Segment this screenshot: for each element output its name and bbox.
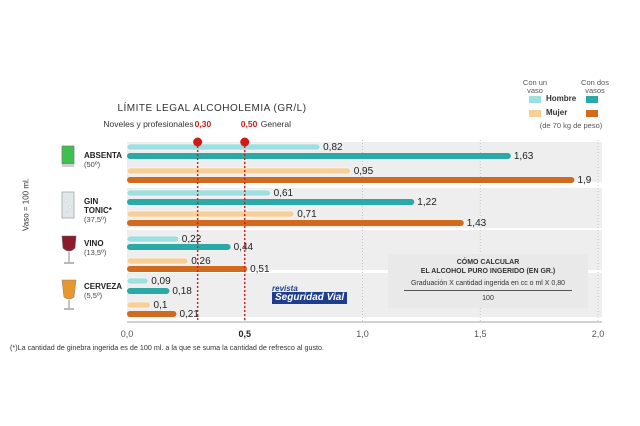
bar: [127, 153, 511, 159]
tick-label: 1,5: [474, 329, 487, 339]
logo-seguridad-vial: Seguridad Vial: [272, 292, 348, 304]
glass-body: [61, 191, 75, 219]
data-label: 0,09: [151, 276, 171, 287]
glass-bowl: [61, 235, 77, 252]
drink-name: CERVEZA: [84, 282, 122, 291]
bar: [126, 143, 321, 151]
data-label: 1,63: [514, 151, 534, 162]
threshold-label-value: 0,30: [195, 119, 212, 129]
drink-degree: (13,5º): [84, 248, 107, 257]
bubble: [64, 198, 68, 202]
data-label: 0,82: [323, 142, 343, 153]
legend-col1-header: Con un vaso: [522, 78, 548, 95]
legend-hombre-one: [529, 96, 541, 103]
data-label: 0,95: [354, 166, 374, 177]
glass-body: [61, 145, 75, 165]
bar: [126, 301, 151, 309]
thresholds: Noveles y profesionales 0,30 0,50 General: [103, 119, 291, 322]
drink-name: VINO: [84, 239, 104, 248]
drink-name: GIN: [84, 197, 98, 206]
drink-icons: [61, 145, 77, 310]
wine-glass-icon: [61, 235, 77, 264]
threshold-label-text: General: [261, 119, 291, 129]
chart-title: LÍMITE LEGAL ALCOHOLEMIA (GR/L): [117, 101, 306, 114]
formula-box: CÓMO CALCULAR EL ALCOHOL PURO INGERIDO (…: [388, 254, 588, 308]
formula-title-1: CÓMO CALCULAR: [456, 259, 520, 266]
legend-mujer-one: [529, 110, 541, 117]
legend-hombre-two: [586, 96, 598, 103]
data-label: 0,61: [274, 188, 294, 199]
x-axis: 0,0 0,5 1,0 1,5 2,0: [121, 321, 605, 339]
bar: [127, 288, 170, 294]
drink-degree: (5,5º): [84, 291, 103, 300]
bar: [126, 257, 189, 265]
labels: 0,82 1,63 0,95 1,9 ABSENTA(50º) 0,61 1,22 0,71 1…: [84, 142, 592, 320]
formula-fraction-line: [404, 290, 572, 291]
drink-name: ABSENTA: [84, 151, 122, 160]
data-label: 0,1: [154, 300, 168, 311]
threshold-label-value: 0,50: [241, 119, 258, 129]
footnote: (*)La cantidad de ginebra ingerida es de…: [10, 343, 325, 352]
logo-revista: revista: [272, 284, 298, 293]
legend-mujer-label: Mujer: [546, 108, 568, 117]
bar: [126, 189, 271, 197]
threshold-pin: [193, 137, 203, 147]
data-label: 1,9: [577, 175, 591, 186]
gin-tonic-glass-icon: [61, 191, 75, 219]
data-label: 0,21: [179, 309, 199, 320]
bar: [127, 177, 575, 183]
data-label: 1,22: [417, 197, 437, 208]
bubble: [65, 210, 69, 214]
tick-label: 0,0: [121, 329, 134, 339]
bar: [127, 266, 248, 272]
glass-bowl: [61, 279, 77, 300]
bar: [127, 311, 177, 317]
drink-name: TONIC*: [84, 206, 113, 215]
bar: [127, 244, 231, 250]
formula-numerator: Graduación X cantidad ingerida en cc o m…: [410, 280, 566, 287]
legend-mujer-two: [586, 110, 598, 117]
data-label: 0,44: [234, 242, 254, 253]
bar: [127, 220, 464, 226]
formula-denominator: 100: [482, 295, 494, 302]
threshold-label-text: Noveles y profesionales: [103, 119, 193, 129]
bubble: [68, 205, 72, 209]
absinthe-glass-icon: [61, 145, 75, 167]
legend-note: (de 70 kg de peso): [539, 121, 603, 130]
data-label: 0,71: [297, 209, 317, 220]
data-label: 0,18: [172, 286, 192, 297]
drink-degree: (37,5º): [84, 215, 107, 224]
data-label: 0,51: [250, 264, 270, 275]
legend-col2-header: Con dos vasos: [581, 78, 609, 95]
drink-degree: (50º): [84, 160, 101, 169]
data-label: 0,22: [182, 234, 202, 245]
bar: [127, 199, 415, 205]
glass-base: [62, 164, 74, 167]
legend-hombre-label: Hombre: [546, 94, 577, 103]
tick-label: 2,0: [592, 329, 605, 339]
beer-glass-icon: [61, 279, 77, 310]
bar: [126, 167, 352, 175]
bars: [126, 143, 575, 317]
bar: [126, 277, 149, 285]
logo: revista Seguridad Vial: [272, 284, 372, 306]
data-label: 1,43: [467, 218, 487, 229]
formula-title-2: EL ALCOHOL PURO INGERIDO (EN GR.): [420, 268, 556, 275]
tick-label: 1,0: [356, 329, 369, 339]
threshold-pin: [240, 137, 250, 147]
bar: [126, 210, 295, 218]
data-label: 0,26: [191, 256, 211, 267]
bar: [126, 235, 180, 243]
y-axis-label: Vaso = 100 ml.: [21, 178, 31, 231]
tick-label: 0,5: [238, 329, 251, 339]
